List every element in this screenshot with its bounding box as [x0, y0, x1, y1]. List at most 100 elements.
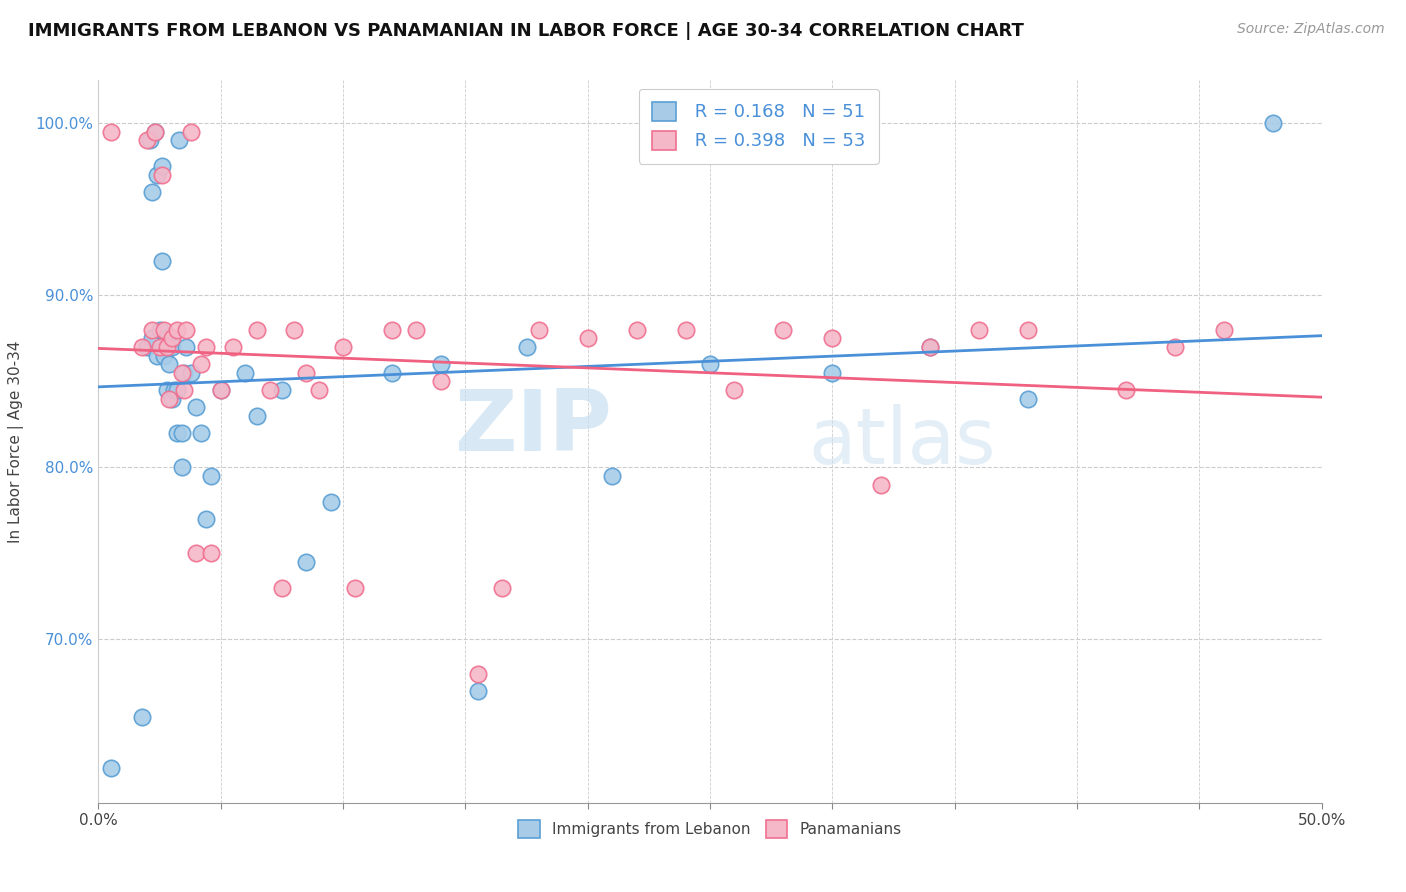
Point [150, 168, 173, 182]
Point [170, 425, 193, 440]
Point [170, 460, 193, 475]
Point [176, 323, 198, 337]
Text: ZIP: ZIP [454, 385, 612, 468]
Point [186, 400, 208, 414]
Legend: Immigrants from Lebanon, Panamanians: Immigrants from Lebanon, Panamanians [510, 813, 910, 846]
Point [491, 581, 513, 595]
Point [143, 125, 166, 139]
Point [967, 323, 990, 337]
Point [186, 546, 208, 560]
Point [170, 366, 193, 380]
Point [821, 331, 844, 345]
Point [1115, 383, 1137, 397]
Point [100, 125, 122, 139]
Point [146, 168, 169, 182]
Point [870, 477, 893, 491]
Point [100, 761, 122, 775]
Point [200, 469, 222, 483]
Point [772, 323, 794, 337]
Point [180, 366, 202, 380]
Point [259, 383, 281, 397]
Point [146, 349, 169, 363]
Point [143, 125, 166, 139]
Point [200, 546, 222, 560]
Point [141, 185, 163, 199]
Point [166, 383, 188, 397]
Text: IMMIGRANTS FROM LEBANON VS PANAMANIAN IN LABOR FORCE | AGE 30-34 CORRELATION CHA: IMMIGRANTS FROM LEBANON VS PANAMANIAN IN… [28, 22, 1024, 40]
Point [699, 357, 721, 371]
Point [150, 253, 173, 268]
Point [167, 133, 190, 147]
Point [576, 331, 599, 345]
Point [1261, 116, 1284, 130]
Point [675, 323, 697, 337]
Point [1017, 323, 1039, 337]
Point [295, 555, 318, 569]
Point [405, 323, 427, 337]
Point [195, 512, 218, 526]
Point [723, 383, 745, 397]
Point [1212, 323, 1234, 337]
Point [136, 133, 159, 147]
Text: atlas: atlas [808, 403, 995, 480]
Point [344, 581, 367, 595]
Point [176, 340, 198, 354]
Point [153, 323, 176, 337]
Point [141, 331, 163, 345]
Point [149, 323, 172, 337]
Point [157, 357, 180, 371]
Point [150, 159, 173, 173]
Point [149, 340, 172, 354]
Point [467, 684, 489, 698]
Point [173, 366, 195, 380]
Point [139, 133, 162, 147]
Point [430, 357, 453, 371]
Text: Source: ZipAtlas.com: Source: ZipAtlas.com [1237, 22, 1385, 37]
Point [156, 331, 179, 345]
Point [160, 331, 183, 345]
Point [1017, 392, 1039, 406]
Point [233, 366, 256, 380]
Point [319, 494, 342, 508]
Point [515, 340, 537, 354]
Point [163, 383, 186, 397]
Point [467, 666, 489, 681]
Point [160, 340, 183, 354]
Point [1164, 340, 1187, 354]
Point [920, 340, 942, 354]
Point [156, 340, 179, 354]
Point [332, 340, 354, 354]
Point [270, 581, 294, 595]
Point [166, 323, 188, 337]
Point [136, 340, 159, 354]
Point [600, 469, 623, 483]
Point [156, 383, 179, 397]
Point [180, 125, 202, 139]
Point [283, 323, 305, 337]
Point [153, 349, 176, 363]
Point [195, 340, 218, 354]
Point [173, 383, 195, 397]
Point [141, 323, 163, 337]
Point [821, 366, 844, 380]
Point [430, 374, 453, 388]
Point [166, 425, 188, 440]
Point [246, 323, 269, 337]
Point [190, 357, 212, 371]
Point [626, 323, 648, 337]
Y-axis label: In Labor Force | Age 30-34: In Labor Force | Age 30-34 [8, 340, 24, 543]
Point [920, 340, 942, 354]
Point [222, 340, 245, 354]
Point [131, 710, 153, 724]
Point [270, 383, 294, 397]
Point [295, 366, 318, 380]
Point [209, 383, 232, 397]
Point [246, 409, 269, 423]
Point [527, 323, 550, 337]
Point [381, 366, 404, 380]
Point [190, 425, 212, 440]
Point [209, 383, 232, 397]
Point [381, 323, 404, 337]
Point [131, 340, 153, 354]
Point [160, 392, 183, 406]
